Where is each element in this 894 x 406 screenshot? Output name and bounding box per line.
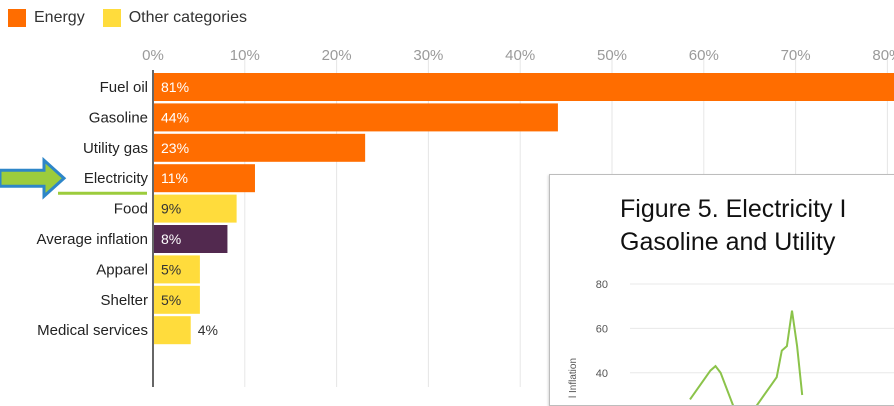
bar-shelter [154, 285, 200, 314]
value-label-average-inflation: 8% [161, 231, 181, 247]
inset-title: Figure 5. Electricity I Gasoline and Uti… [620, 193, 846, 259]
x-tick-label: 70% [781, 47, 811, 64]
inset-figure: Figure 5. Electricity I Gasoline and Uti… [549, 174, 894, 406]
inset-line-chart: 80 60 40 l Inflation [568, 279, 894, 405]
legend-label-energy: Energy [34, 9, 85, 26]
inset-title-line-2: Gasoline and Utility [620, 228, 836, 256]
bar-gasoline [154, 103, 558, 132]
category-label-fuel-oil: Fuel oil [100, 79, 148, 96]
legend-item-other: Other categories [102, 9, 247, 27]
value-label-fuel-oil: 81% [161, 79, 189, 95]
legend-swatch-other [102, 9, 121, 27]
inset-y-tick-label: 60 [596, 323, 608, 335]
x-tick-label: 50% [597, 47, 627, 64]
bar-apparel [154, 255, 200, 284]
bar-medical-services [154, 316, 191, 345]
inset-title-line-1: Figure 5. Electricity I [620, 195, 847, 223]
value-label-shelter: 5% [161, 292, 181, 308]
value-label-utility-gas: 23% [161, 140, 189, 156]
bar-fuel-oil [154, 73, 894, 101]
category-label-average-inflation: Average inflation [37, 231, 148, 248]
value-label-food: 9% [161, 201, 181, 217]
inset-series-line [689, 310, 804, 405]
legend-item-energy: Energy [8, 9, 85, 27]
x-tick-label: 10% [230, 47, 260, 64]
legend-swatch-energy [8, 9, 26, 27]
highlight-arrow-icon [0, 156, 67, 200]
value-label-gasoline: 44% [161, 109, 189, 125]
bar-average-inflation [154, 225, 228, 253]
category-label-apparel: Apparel [96, 261, 148, 278]
category-label-electricity: Electricity [84, 170, 149, 187]
x-tick-label: 0% [142, 47, 164, 64]
bar-electricity [154, 164, 255, 193]
category-label-utility-gas: Utility gas [83, 140, 148, 157]
inset-y-axis-label: l Inflation [568, 358, 579, 398]
legend: Energy Other categories [8, 9, 265, 27]
inset-y-tick-label: 40 [596, 368, 608, 380]
legend-label-other: Other categories [128, 9, 247, 26]
bar-utility-gas [154, 133, 366, 162]
category-label-shelter: Shelter [100, 292, 148, 309]
value-label-electricity: 11% [161, 170, 188, 186]
x-tick-label: 20% [322, 47, 352, 64]
value-label-medical-services: 4% [198, 322, 218, 338]
x-tick-label: 60% [689, 47, 719, 64]
x-tick-label: 40% [505, 47, 535, 64]
x-tick-label: 30% [413, 47, 443, 64]
category-label-gasoline: Gasoline [89, 109, 148, 126]
x-tick-label: 80% [872, 47, 894, 64]
category-label-food: Food [114, 201, 148, 218]
bar-chart: 0% 10% 20% 30% 40% 50% 60% 70% 80% Fuel oil 81% Gas… [0, 47, 894, 387]
inset-y-tick-label: 80 [596, 279, 608, 291]
category-label-medical-services: Medical services [37, 322, 148, 339]
value-label-apparel: 5% [161, 261, 181, 277]
bar-food [154, 194, 237, 223]
